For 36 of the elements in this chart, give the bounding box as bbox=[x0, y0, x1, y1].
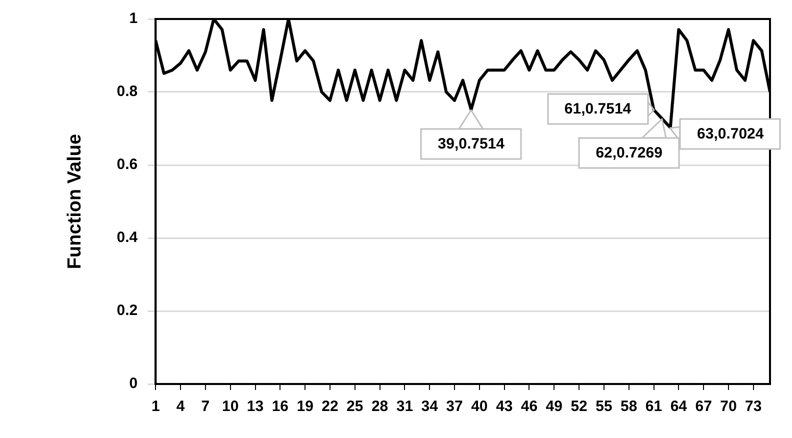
x-tick-label: 4 bbox=[176, 398, 186, 416]
y-tick-label: 0.2 bbox=[116, 302, 138, 320]
x-tick-label: 64 bbox=[670, 398, 688, 416]
y-tick-label: 0.4 bbox=[116, 229, 138, 246]
x-tick-label: 25 bbox=[346, 398, 364, 416]
x-tick-label: 43 bbox=[496, 398, 513, 416]
x-tick-label: 40 bbox=[471, 398, 488, 416]
annotation: 62,0.7269 bbox=[596, 144, 662, 162]
x-tick-label: 70 bbox=[720, 398, 737, 416]
x-tick-label: 67 bbox=[695, 398, 712, 416]
annotation: 61,0.7514 bbox=[564, 100, 632, 118]
x-tick-label: 37 bbox=[446, 398, 463, 416]
x-tick-label: 10 bbox=[222, 398, 239, 416]
x-tick-label: 46 bbox=[520, 398, 538, 416]
x-tick-label: 34 bbox=[421, 398, 439, 416]
y-tick-label: 0.6 bbox=[116, 156, 138, 174]
x-tick-label: 16 bbox=[272, 398, 289, 416]
x-tick-label: 13 bbox=[246, 398, 264, 416]
annotation: 39,0.7514 bbox=[438, 135, 504, 152]
y-tick-label: 0.8 bbox=[116, 83, 138, 100]
x-tick-label: 28 bbox=[371, 398, 388, 416]
y-tick-label: 0 bbox=[129, 375, 138, 392]
x-tick-label: 1 bbox=[151, 398, 160, 416]
x-tick-label: 19 bbox=[296, 398, 314, 416]
y-axis-title: Function Value bbox=[64, 134, 86, 270]
x-tick-label: 52 bbox=[570, 398, 588, 416]
x-tick-label: 58 bbox=[620, 398, 638, 416]
x-tick-label: 73 bbox=[745, 398, 762, 416]
x-tick-label: 31 bbox=[396, 398, 414, 416]
x-tick-label: 55 bbox=[596, 398, 612, 416]
annotation: 63,0.7024 bbox=[697, 125, 764, 142]
x-tick-label: 61 bbox=[645, 398, 662, 416]
x-tick-label: 22 bbox=[322, 398, 338, 416]
x-tick-label: 7 bbox=[201, 398, 210, 416]
x-tick-label: 49 bbox=[546, 398, 562, 416]
y-tick-label: 1 bbox=[129, 10, 138, 28]
